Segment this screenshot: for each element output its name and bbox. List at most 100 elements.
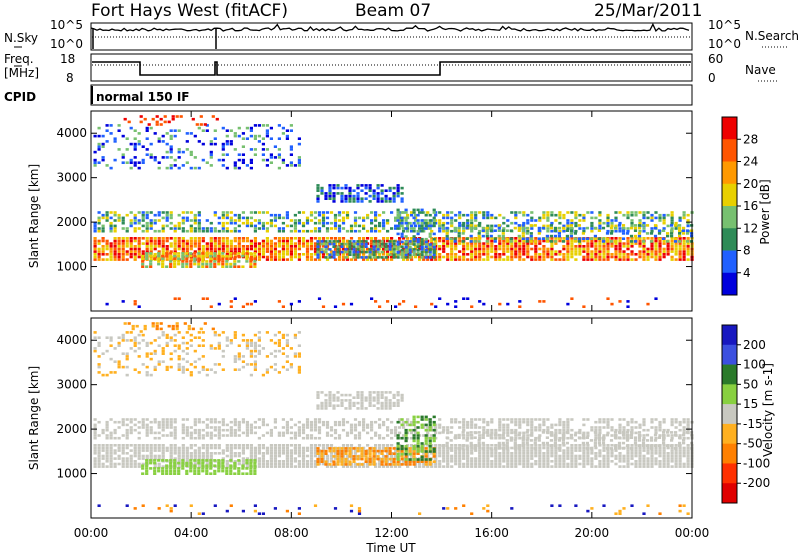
data-cell	[679, 219, 682, 222]
data-cell	[582, 219, 585, 222]
data-cell	[245, 257, 248, 260]
data-cell	[542, 256, 545, 259]
data-cell	[298, 258, 301, 261]
data-cell	[470, 465, 473, 468]
data-cell	[336, 253, 339, 256]
data-cell	[342, 421, 345, 424]
data-cell	[94, 237, 97, 240]
data-cell	[554, 447, 557, 450]
data-cell	[262, 465, 265, 468]
data-cell	[417, 251, 420, 254]
data-cell	[170, 129, 173, 132]
data-cell	[162, 429, 165, 432]
data-cell	[502, 217, 505, 220]
data-cell	[145, 265, 148, 268]
data-cell	[630, 444, 633, 447]
data-cell	[634, 235, 637, 238]
data-cell	[336, 192, 339, 195]
data-cell	[286, 465, 289, 468]
data-cell	[405, 241, 408, 244]
data-cell	[429, 214, 432, 217]
data-cell	[110, 222, 113, 225]
data-cell	[262, 137, 265, 140]
data-cell	[486, 248, 489, 251]
data-cell	[332, 243, 335, 246]
data-cell	[574, 245, 577, 248]
data-cell	[369, 189, 372, 192]
data-cell	[401, 235, 404, 238]
data-cell	[663, 452, 666, 455]
data-cell	[650, 245, 653, 248]
data-cell	[454, 240, 457, 243]
data-cell	[246, 219, 249, 222]
data-cell	[606, 460, 609, 463]
data-cell	[170, 214, 173, 217]
data-cell	[514, 421, 517, 424]
data-cell	[570, 460, 573, 463]
data-cell	[146, 455, 149, 458]
data-cell	[390, 211, 393, 214]
data-cell	[506, 429, 509, 432]
data-cell	[134, 222, 137, 225]
data-cell	[234, 219, 237, 222]
data-cell	[650, 426, 653, 429]
data-cell	[142, 424, 145, 427]
data-cell	[166, 240, 169, 243]
data-cell	[189, 263, 192, 266]
data-cell	[373, 248, 376, 251]
data-cell	[238, 455, 241, 458]
data-cell	[510, 465, 513, 468]
data-cell	[382, 222, 385, 225]
data-cell	[622, 455, 625, 458]
data-cell	[246, 421, 249, 424]
data-cell	[110, 432, 113, 435]
data-cell	[642, 424, 645, 427]
data-cell	[614, 217, 617, 220]
data-cell	[316, 248, 319, 251]
data-cell	[328, 240, 331, 243]
data-cell	[350, 303, 353, 306]
data-cell	[202, 368, 205, 371]
data-cell	[238, 153, 241, 156]
data-cell	[421, 222, 424, 225]
data-cell	[286, 426, 289, 429]
data-cell	[194, 350, 197, 353]
data-cell	[482, 245, 485, 248]
data-cell	[242, 159, 245, 162]
data-cell	[262, 347, 265, 350]
freq-label-2: [MHz]	[4, 66, 39, 80]
data-cell	[518, 235, 521, 238]
data-cell	[250, 217, 253, 220]
data-cell	[542, 245, 545, 248]
data-cell	[358, 434, 361, 437]
data-cell	[454, 444, 457, 447]
data-cell	[602, 463, 605, 466]
data-cell	[270, 240, 273, 243]
data-cell	[253, 265, 256, 268]
data-cell	[494, 253, 497, 256]
data-cell	[377, 197, 380, 200]
data-cell	[373, 256, 376, 259]
data-cell	[306, 242, 309, 245]
data-cell	[118, 366, 121, 369]
data-cell	[654, 449, 657, 452]
data-cell	[102, 225, 105, 228]
data-cell	[226, 222, 229, 225]
data-cell	[286, 164, 289, 167]
data-cell	[262, 447, 265, 450]
data-cell	[318, 214, 321, 217]
data-cell	[687, 421, 690, 424]
data-cell	[218, 342, 221, 345]
data-cell	[238, 344, 241, 347]
data-cell	[413, 227, 416, 230]
data-cell	[234, 452, 237, 455]
data-cell	[562, 245, 565, 248]
data-cell	[254, 124, 257, 127]
data-cell	[106, 457, 109, 460]
data-cell	[190, 334, 193, 337]
data-cell	[650, 465, 653, 468]
data-cell	[683, 258, 686, 261]
data-cell	[622, 224, 625, 227]
data-cell	[262, 250, 265, 253]
data-cell	[154, 455, 157, 458]
